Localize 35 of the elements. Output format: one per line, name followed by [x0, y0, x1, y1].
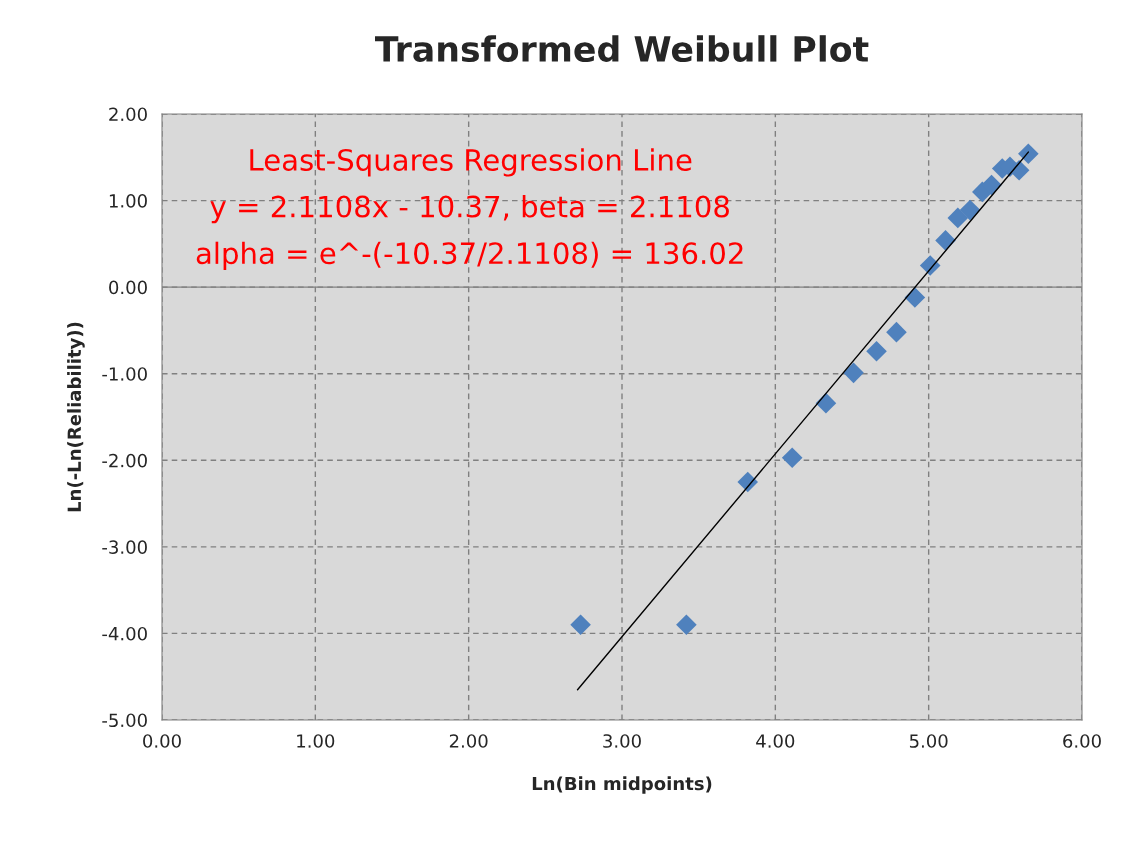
point: [737, 471, 759, 493]
annotation: Least-Squares Regression Line: [250, 148, 692, 177]
chart-title: Transformed Weibull Plot: [375, 35, 869, 63]
point: [947, 207, 969, 229]
annotation: y = 2.1108x - 10.37, beta = 2.1108: [210, 195, 729, 224]
x-tick-label: 0.00: [143, 734, 181, 748]
point: [919, 255, 941, 276]
x-tick-label: 1.00: [297, 734, 335, 748]
x-tick-label: 6.00: [1063, 734, 1101, 748]
x-tick-label: 3.00: [603, 734, 641, 748]
point: [981, 174, 1002, 196]
point: [843, 362, 864, 384]
y-tick-label: 1.00: [109, 194, 147, 208]
point: [1018, 143, 1039, 165]
y-tick-label: -1.00: [102, 367, 147, 381]
point: [959, 199, 981, 221]
point: [935, 230, 956, 251]
y-tick-label: 0.00: [109, 280, 147, 295]
x-tick-label: 4.00: [756, 734, 795, 748]
annotation: alpha = e^-(-10.37/2.1108) = 136.02: [196, 241, 743, 270]
x-tick-label: 5.00: [909, 734, 948, 748]
y-tick-label: -2.00: [102, 453, 147, 468]
x-tick-label: 2.00: [449, 734, 488, 748]
y-axis-title: Ln(-Ln(Reliability)): [67, 322, 85, 512]
point: [570, 614, 591, 636]
point: [781, 447, 803, 468]
point: [886, 321, 907, 343]
point: [866, 340, 887, 362]
y-tick-label: -5.00: [102, 713, 147, 728]
point: [815, 392, 837, 414]
y-tick-label: 2.00: [109, 107, 147, 122]
x-axis-title: Ln(Bin midpoints): [532, 776, 712, 794]
point: [676, 614, 697, 636]
y-tick-label: -3.00: [102, 540, 147, 554]
y-tick-label: -4.00: [102, 626, 147, 641]
